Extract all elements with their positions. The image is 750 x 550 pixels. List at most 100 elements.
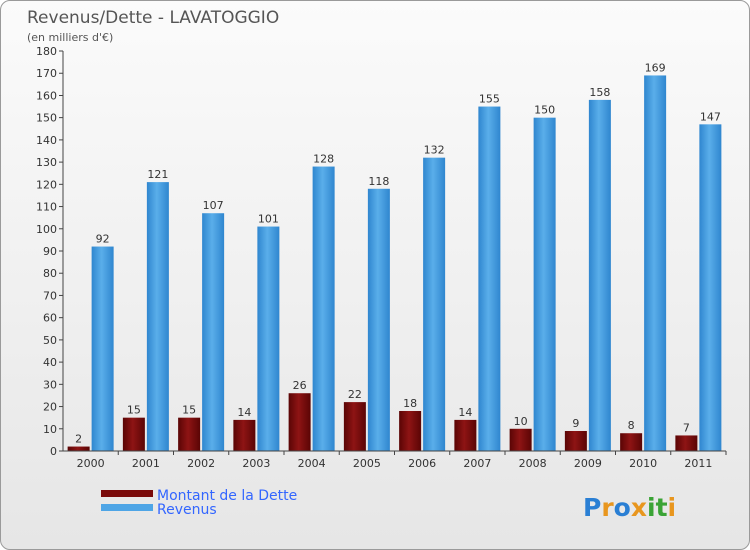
logo-letter: x xyxy=(631,493,647,522)
logo-letter: r xyxy=(601,493,614,522)
data-label-dette: 14 xyxy=(458,406,472,419)
bar-dette xyxy=(675,435,698,451)
data-label-dette: 15 xyxy=(127,404,141,417)
legend-swatch-revenus xyxy=(101,504,153,511)
data-label-dette: 8 xyxy=(628,419,635,432)
data-label-revenus: 101 xyxy=(258,213,279,226)
bar-dette xyxy=(288,393,311,451)
logo-letter: i xyxy=(668,493,677,522)
y-axis: 0 10 20 30 40 50 60 70 80 90 100 110 120 130 140 150 160… xyxy=(36,45,64,458)
data-label-revenus: 121 xyxy=(147,168,168,181)
data-label-revenus: 132 xyxy=(424,144,445,157)
x-tick-label: 2004 xyxy=(298,457,326,470)
y-tick-label: 10 xyxy=(43,423,57,436)
y-tick-label: 140 xyxy=(36,134,57,147)
data-label-revenus: 158 xyxy=(589,86,610,99)
proxiti-logo: Proxiti xyxy=(583,493,676,522)
bar-revenus xyxy=(146,182,169,451)
y-tick-label: 110 xyxy=(36,201,57,214)
bar-revenus xyxy=(478,106,501,452)
data-label-revenus: 155 xyxy=(479,93,500,106)
bar-revenus xyxy=(588,99,611,451)
bars-group: 2921512115107141012612822118181321415510… xyxy=(67,61,722,452)
y-tick-label: 170 xyxy=(36,67,57,80)
x-axis: 2000 2001 2002 2003 2004 2005 2006 2007 2008 2009… xyxy=(63,450,727,470)
x-tick-label: 2010 xyxy=(629,457,657,470)
chart-title: Revenus/Dette - LAVATOGGIO xyxy=(27,8,279,28)
y-tick-label: 180 xyxy=(36,45,57,58)
data-label-revenus: 128 xyxy=(313,153,334,166)
data-label-dette: 26 xyxy=(293,379,307,392)
legend: Montant de la Dette Revenus xyxy=(101,488,297,518)
data-label-dette: 14 xyxy=(237,406,251,419)
logo-letter: o xyxy=(614,493,631,522)
bar-dette xyxy=(67,446,90,451)
logo-letter: i xyxy=(647,493,656,522)
bar-revenus xyxy=(257,226,280,451)
logo-text: Proxiti xyxy=(583,493,676,522)
data-label-dette: 2 xyxy=(75,433,82,446)
y-tick-label: 40 xyxy=(43,356,57,369)
bar-revenus xyxy=(699,124,722,451)
x-tick-label: 2008 xyxy=(519,457,547,470)
bar-dette xyxy=(233,419,256,451)
bar-dette xyxy=(564,431,587,451)
logo-letter: P xyxy=(583,493,601,522)
legend-label-revenus: Revenus xyxy=(157,502,217,518)
bar-revenus xyxy=(91,246,114,451)
legend-swatch-dette xyxy=(101,490,153,497)
y-tick-label: 100 xyxy=(36,223,57,236)
bar-dette xyxy=(343,402,366,451)
x-tick-label: 2002 xyxy=(187,457,215,470)
data-label-revenus: 118 xyxy=(368,175,389,188)
data-label-dette: 18 xyxy=(403,397,417,410)
y-tick-label: 130 xyxy=(36,156,57,169)
y-tick-label: 120 xyxy=(36,178,57,191)
data-label-dette: 15 xyxy=(182,404,196,417)
bar-dette xyxy=(620,433,643,451)
data-label-revenus: 147 xyxy=(700,110,721,123)
bar-dette xyxy=(178,417,201,451)
y-tick-label: 80 xyxy=(43,267,57,280)
chart-subtitle: (en milliers d'€) xyxy=(27,31,113,44)
x-tick-label: 2009 xyxy=(574,457,602,470)
data-label-dette: 7 xyxy=(683,421,690,434)
data-label-revenus: 169 xyxy=(645,61,666,74)
x-tick-label: 2007 xyxy=(463,457,491,470)
logo-letter: t xyxy=(656,493,668,522)
y-tick-label: 30 xyxy=(43,378,57,391)
bar-dette xyxy=(122,417,145,451)
y-tick-label: 70 xyxy=(43,289,57,302)
bar-dette xyxy=(454,419,477,451)
y-tick-label: 20 xyxy=(43,401,57,414)
y-tick-label: 90 xyxy=(43,245,57,258)
bar-revenus xyxy=(533,117,556,452)
bar-revenus xyxy=(312,166,335,452)
y-tick-label: 160 xyxy=(36,89,57,102)
bar-revenus xyxy=(423,157,446,451)
x-tick-label: 2005 xyxy=(353,457,381,470)
y-tick-label: 50 xyxy=(43,334,57,347)
x-tick-label: 2003 xyxy=(242,457,270,470)
x-tick-label: 2000 xyxy=(77,457,105,470)
data-label-dette: 22 xyxy=(348,388,362,401)
x-tick-label: 2006 xyxy=(408,457,436,470)
bar-revenus xyxy=(367,188,390,451)
bar-revenus xyxy=(644,75,667,451)
data-label-dette: 10 xyxy=(514,415,528,428)
data-label-revenus: 107 xyxy=(203,199,224,212)
data-label-dette: 9 xyxy=(572,417,579,430)
bar-revenus xyxy=(202,213,225,451)
bar-dette xyxy=(509,428,532,451)
data-label-revenus: 150 xyxy=(534,104,555,117)
y-tick-label: 150 xyxy=(36,112,57,125)
legend-label-dette: Montant de la Dette xyxy=(157,488,297,504)
x-tick-label: 2001 xyxy=(132,457,160,470)
x-tick-label: 2011 xyxy=(684,457,712,470)
y-tick-label: 60 xyxy=(43,312,57,325)
y-tick-label: 0 xyxy=(50,445,57,458)
bar-dette xyxy=(399,411,422,451)
data-label-revenus: 92 xyxy=(96,233,110,246)
